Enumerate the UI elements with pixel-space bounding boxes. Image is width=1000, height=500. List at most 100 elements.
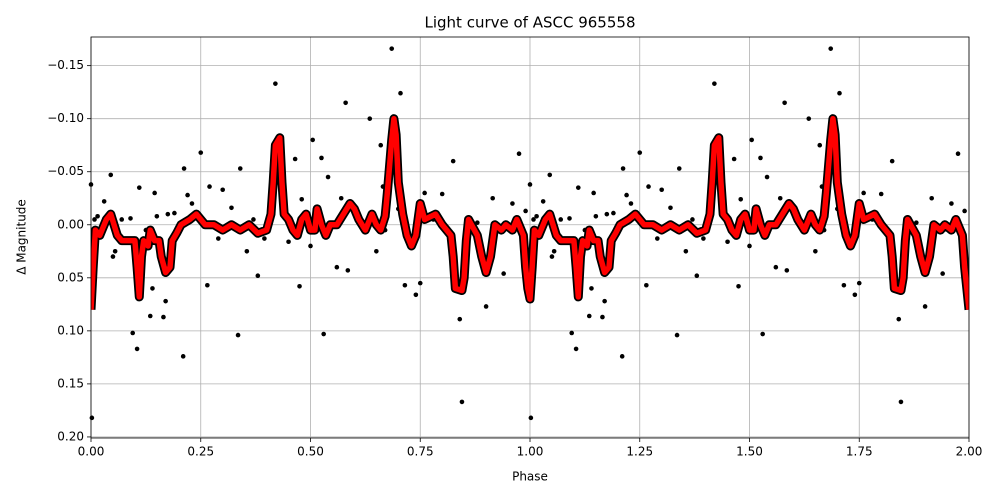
data-point	[569, 330, 575, 336]
data-point	[255, 273, 261, 278]
data-point	[101, 199, 107, 204]
data-point	[334, 264, 340, 270]
data-point	[422, 190, 427, 196]
data-point	[701, 236, 706, 241]
data-point	[856, 280, 862, 286]
data-point	[589, 286, 594, 291]
data-point	[136, 185, 142, 190]
x-tick-label: 0.25	[187, 445, 214, 459]
data-point	[251, 217, 256, 222]
data-point	[161, 314, 166, 320]
data-point	[690, 217, 695, 222]
x-tick-label: 1.00	[517, 445, 544, 459]
data-point	[308, 243, 313, 249]
x-tick-label: 0.50	[297, 445, 324, 459]
data-point	[806, 116, 812, 121]
data-point	[731, 156, 737, 162]
data-point	[510, 201, 515, 206]
data-point	[325, 174, 331, 180]
data-point	[338, 195, 344, 201]
x-axis-label: Phase	[512, 470, 548, 484]
data-point	[459, 399, 465, 405]
data-point	[92, 217, 97, 222]
data-point	[773, 264, 779, 270]
data-point	[624, 192, 629, 198]
data-point	[528, 415, 534, 421]
data-point	[154, 213, 160, 219]
data-point	[527, 182, 533, 187]
data-point	[150, 286, 155, 291]
y-tick-label: 0.20	[57, 429, 84, 443]
data-point	[540, 199, 546, 204]
x-tick-label: 0.00	[78, 445, 105, 459]
data-point	[659, 187, 664, 193]
x-tick-label: 0.75	[407, 445, 434, 459]
data-point	[235, 332, 241, 338]
data-point	[619, 354, 625, 359]
data-point	[108, 172, 114, 178]
data-point	[602, 298, 607, 304]
data-point	[417, 280, 423, 286]
data-point	[955, 151, 961, 156]
data-point	[220, 187, 225, 193]
data-point	[172, 210, 177, 216]
data-point	[119, 217, 125, 222]
data-point	[112, 248, 118, 254]
data-point	[89, 415, 95, 421]
data-point	[163, 298, 168, 304]
data-point	[593, 213, 599, 219]
data-point	[181, 166, 187, 171]
data-point	[128, 216, 133, 221]
y-axis-label: Δ Magnitude	[15, 199, 29, 275]
data-point	[949, 201, 954, 206]
data-point	[439, 191, 445, 197]
data-point	[523, 208, 528, 214]
data-point	[683, 248, 689, 254]
data-point	[749, 137, 754, 143]
data-point	[676, 166, 682, 171]
data-point	[180, 354, 186, 359]
data-point	[914, 220, 919, 225]
data-point	[738, 197, 744, 202]
data-point	[764, 174, 770, 180]
x-tick-label: 1.25	[626, 445, 653, 459]
data-point	[758, 155, 763, 161]
data-point	[185, 192, 190, 198]
data-point	[237, 166, 243, 171]
data-point	[760, 331, 765, 337]
y-tick-label: 0.10	[57, 323, 84, 337]
data-point	[611, 210, 616, 216]
data-point	[898, 399, 904, 405]
data-point	[165, 211, 171, 217]
y-tick-label: −0.10	[47, 111, 84, 125]
data-point	[292, 156, 298, 162]
data-point	[95, 213, 100, 219]
data-point	[205, 282, 210, 288]
data-point	[896, 316, 902, 322]
data-point	[130, 330, 136, 336]
data-point	[229, 205, 234, 211]
data-point	[490, 195, 495, 201]
data-point	[457, 316, 463, 322]
data-point	[558, 217, 564, 222]
data-point	[286, 239, 291, 245]
x-tick-label: 1.75	[846, 445, 873, 459]
data-point	[655, 236, 660, 241]
data-point	[152, 190, 157, 196]
data-point	[207, 184, 212, 189]
data-point	[725, 239, 730, 245]
data-point	[962, 208, 967, 214]
data-point	[110, 254, 116, 259]
y-tick-label: −0.15	[47, 58, 84, 72]
data-point	[747, 243, 752, 249]
data-point	[501, 271, 506, 276]
data-point	[620, 166, 626, 171]
data-point	[345, 268, 351, 273]
data-point	[878, 191, 884, 197]
data-point	[374, 248, 379, 254]
data-point	[841, 282, 847, 288]
line	[91, 115, 969, 310]
data-point	[321, 331, 326, 337]
